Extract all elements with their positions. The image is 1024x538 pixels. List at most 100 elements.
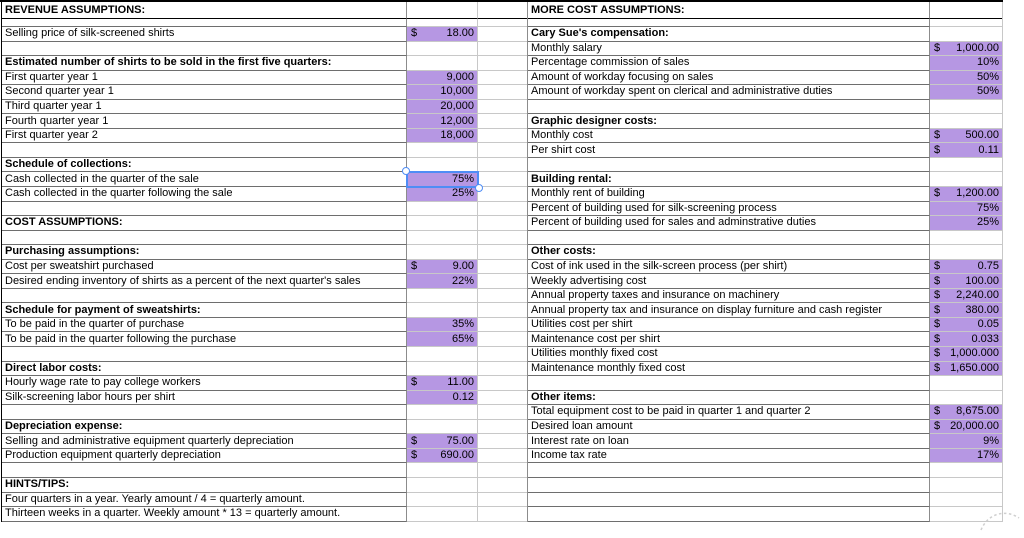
- cell-B5[interactable]: [407, 56, 478, 71]
- cell-B15[interactable]: [407, 201, 478, 217]
- cell-D16[interactable]: Percent of building used for sales and a…: [528, 216, 930, 231]
- cell-B21[interactable]: [407, 288, 478, 304]
- cell-E11[interactable]: $0.11: [930, 143, 1002, 158]
- cell-C6[interactable]: [478, 71, 527, 86]
- cell-D3[interactable]: Cary Sue's compensation:: [528, 27, 930, 42]
- cell-E14[interactable]: $1,200.00: [930, 187, 1002, 202]
- cell-B14[interactable]: 25%: [407, 187, 478, 202]
- cell-D29[interactable]: Total equipment cost to be paid in quart…: [528, 405, 930, 420]
- cell-D5[interactable]: Percentage commission of sales: [528, 56, 930, 71]
- cell-D25[interactable]: Utilities monthly fixed cost: [528, 347, 930, 362]
- selection-handle-bottom-right-icon[interactable]: [475, 184, 483, 193]
- cell-A9[interactable]: Fourth quarter year 1: [2, 114, 407, 129]
- cell-A29[interactable]: [2, 405, 407, 420]
- cell-E30[interactable]: $20,000.00: [930, 419, 1002, 435]
- cell-D11[interactable]: Per shirt cost: [528, 143, 930, 158]
- cell-B23[interactable]: 35%: [407, 317, 478, 333]
- cell-E33[interactable]: [930, 463, 1002, 478]
- cell-C8[interactable]: [478, 100, 527, 115]
- cell-A33[interactable]: [2, 463, 407, 478]
- cell-D2[interactable]: [528, 19, 930, 27]
- cell-E21[interactable]: $2,240.00: [930, 288, 1002, 304]
- cell-E5[interactable]: 10%: [930, 56, 1002, 71]
- cell-C16[interactable]: [478, 216, 527, 231]
- cell-B36[interactable]: [407, 507, 478, 522]
- cell-A12[interactable]: Schedule of collections:: [2, 157, 407, 173]
- cell-E18[interactable]: [930, 245, 1002, 260]
- cell-A16[interactable]: COST ASSUMPTIONS:: [2, 216, 407, 231]
- cell-D13[interactable]: Building rental:: [528, 172, 930, 188]
- cell-B10[interactable]: 18,000: [407, 128, 478, 144]
- cell-D18[interactable]: Other costs:: [528, 245, 930, 260]
- cell-E19[interactable]: $0.75: [930, 259, 1002, 275]
- cell-D14[interactable]: Monthly rent of building: [528, 187, 930, 202]
- cell-A34[interactable]: HINTS/TIPS:: [2, 477, 407, 493]
- cell-C17[interactable]: [478, 231, 527, 246]
- cell-D33[interactable]: [528, 463, 930, 478]
- cell-E34[interactable]: [930, 478, 1002, 493]
- cell-B17[interactable]: [407, 230, 478, 246]
- cell-B35[interactable]: [407, 492, 478, 508]
- cell-B11[interactable]: [407, 143, 478, 158]
- cell-A1[interactable]: REVENUE ASSUMPTIONS:: [2, 2, 407, 19]
- cell-B30[interactable]: [407, 419, 478, 435]
- cell-B32[interactable]: $690.00: [407, 448, 478, 464]
- cell-E3[interactable]: [930, 27, 1002, 42]
- cell-B33[interactable]: [407, 463, 478, 478]
- cell-A8[interactable]: Third quarter year 1: [2, 99, 407, 115]
- cell-A20[interactable]: Desired ending inventory of shirts as a …: [2, 274, 407, 289]
- cell-B16[interactable]: [407, 216, 478, 231]
- cell-B29[interactable]: [407, 405, 478, 420]
- cell-C4[interactable]: [478, 42, 527, 57]
- cell-A21[interactable]: [2, 288, 407, 304]
- cell-E6[interactable]: 50%: [930, 70, 1002, 86]
- cell-C31[interactable]: [478, 434, 527, 449]
- cell-A17[interactable]: [2, 230, 407, 246]
- cell-B25[interactable]: [407, 347, 478, 362]
- cell-E4[interactable]: $1,000.00: [930, 41, 1002, 57]
- cell-B12[interactable]: [407, 157, 478, 173]
- cell-C22[interactable]: [478, 303, 527, 318]
- cell-A13[interactable]: Cash collected in the quarter of the sal…: [2, 172, 407, 188]
- cell-B8[interactable]: 20,000: [407, 99, 478, 115]
- cell-E27[interactable]: [930, 376, 1002, 391]
- cell-D19[interactable]: Cost of ink used in the silk-screen proc…: [528, 259, 930, 275]
- cell-A7[interactable]: Second quarter year 1: [2, 85, 407, 100]
- cell-A24[interactable]: To be paid in the quarter following the …: [2, 332, 407, 348]
- cell-A36[interactable]: Thirteen weeks in a quarter. Weekly amou…: [2, 507, 407, 522]
- cell-C29[interactable]: [478, 405, 527, 420]
- cell-A6[interactable]: First quarter year 1: [2, 70, 407, 86]
- cell-C10[interactable]: [478, 129, 527, 144]
- cell-B3[interactable]: $18.00: [407, 27, 478, 42]
- cell-C34[interactable]: [478, 478, 527, 493]
- cell-B26[interactable]: [407, 361, 478, 377]
- cell-D23[interactable]: Utilities cost per shirt: [528, 317, 930, 333]
- cell-D24[interactable]: Maintenance cost per shirt: [528, 332, 930, 348]
- cell-E13[interactable]: [930, 172, 1002, 188]
- cell-B2[interactable]: [407, 19, 478, 27]
- cell-C14[interactable]: [478, 187, 527, 202]
- cell-D12[interactable]: [528, 157, 930, 173]
- cell-E28[interactable]: [930, 391, 1002, 406]
- selection-handle-top-left-icon[interactable]: [402, 167, 410, 176]
- cell-A27[interactable]: Hourly wage rate to pay college workers: [2, 376, 407, 391]
- cell-C33[interactable]: [478, 463, 527, 478]
- cell-A22[interactable]: Schedule for payment of sweatshirts:: [2, 303, 407, 318]
- cell-C35[interactable]: [478, 493, 527, 508]
- cell-C11[interactable]: [478, 143, 527, 158]
- cell-C5[interactable]: [478, 56, 527, 71]
- cell-B18[interactable]: [407, 245, 478, 260]
- cell-B19[interactable]: $9.00: [407, 259, 478, 275]
- cell-A32[interactable]: Production equipment quarterly depreciat…: [2, 448, 407, 464]
- cell-A14[interactable]: Cash collected in the quarter following …: [2, 187, 407, 202]
- cell-C28[interactable]: [478, 391, 527, 406]
- cell-E31[interactable]: 9%: [930, 434, 1002, 449]
- cell-D22[interactable]: Annual property tax and insurance on dis…: [528, 303, 930, 318]
- cell-A2[interactable]: [2, 19, 407, 27]
- cell-B22[interactable]: [407, 303, 478, 318]
- cell-C32[interactable]: [478, 449, 527, 464]
- cell-C7[interactable]: [478, 85, 527, 100]
- cell-E8[interactable]: [930, 100, 1002, 115]
- cell-D10[interactable]: Monthly cost: [528, 128, 930, 144]
- cell-C23[interactable]: [478, 318, 527, 333]
